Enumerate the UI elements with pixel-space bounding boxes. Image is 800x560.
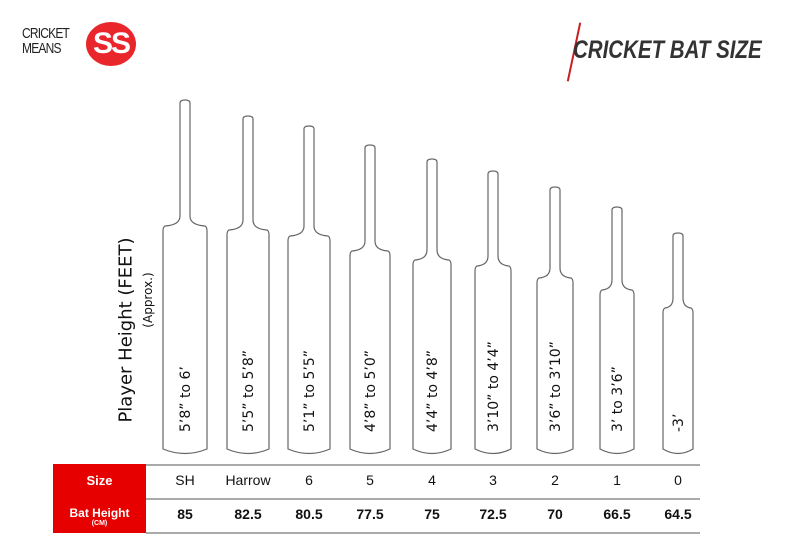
bat-outline: [349, 144, 391, 455]
size-row-label: Size: [86, 473, 113, 488]
size-cell: 2: [551, 472, 559, 488]
player-height-label: 5’8” to 6’: [178, 366, 194, 432]
size-cell: 3: [489, 472, 497, 488]
bat-size-3: 3’10” to 4’4”: [474, 170, 512, 455]
y-axis-note: (Approx.): [141, 272, 155, 328]
page-title: CRICKET BAT SIZE: [573, 36, 762, 64]
bat-outline: [474, 170, 512, 455]
bat-height-cell: 70: [547, 506, 563, 522]
bat-size-4: 4’4” to 4’8”: [412, 158, 452, 455]
bat-size-1: 3’ to 3’6”: [599, 206, 635, 455]
player-height-label: 5’5” to 5’8”: [241, 350, 257, 432]
bat-size-0: -3’: [662, 232, 694, 455]
bat-size-5: 4’8” to 5’0”: [349, 144, 391, 455]
player-height-label: 3’6” to 3’10”: [548, 341, 564, 432]
y-axis-label: Player Height (FEET): [115, 237, 137, 423]
bat-height-cell: 82.5: [234, 506, 262, 522]
bat-outline: [412, 158, 452, 455]
logo: CRICKET MEANS SS: [22, 20, 142, 72]
table-divider: [146, 498, 700, 500]
bat-outline: [599, 206, 635, 455]
height-unit-label: (CM): [91, 520, 108, 527]
bat-outline: [226, 115, 270, 455]
size-cell: SH: [175, 472, 195, 488]
size-cell: Harrow: [225, 472, 271, 488]
bat-height-cell: 66.5: [603, 506, 631, 522]
logo-line2: MEANS: [22, 40, 61, 57]
player-height-label: 3’10” to 4’4”: [486, 341, 502, 432]
bat-outline: [162, 99, 208, 455]
table-divider: [146, 464, 700, 466]
bat-height-cell: 80.5: [295, 506, 323, 522]
bat-outline: [662, 232, 694, 455]
height-row-label: Bat Height: [69, 506, 130, 520]
bat-height-cell: 72.5: [479, 506, 507, 522]
player-height-label: 4’8” to 5’0”: [363, 350, 379, 432]
table-divider: [146, 532, 700, 534]
bat-size-harrow: 5’5” to 5’8”: [226, 115, 270, 455]
bat-outline: [536, 186, 574, 455]
player-height-label: 5’1” to 5’5”: [302, 350, 318, 432]
player-height-label: 3’ to 3’6”: [610, 366, 626, 432]
size-cell: 4: [428, 472, 436, 488]
bat-size-6: 5’1” to 5’5”: [287, 125, 331, 455]
table-label-box: Size Bat Height (CM): [53, 464, 146, 533]
bat-height-cell: 77.5: [356, 506, 384, 522]
player-height-label: -3’: [671, 414, 687, 432]
size-cell: 1: [613, 472, 621, 488]
size-cell: 0: [674, 472, 682, 488]
logo-badge: SS: [86, 22, 136, 66]
bat-outline: [287, 125, 331, 455]
player-height-label: 4’4” to 4’8”: [425, 350, 441, 432]
bat-size-sh: 5’8” to 6’: [162, 99, 208, 455]
logo-text: CRICKET MEANS: [22, 25, 70, 57]
bat-height-cell: 85: [177, 506, 193, 522]
size-cell: 5: [366, 472, 374, 488]
logo-line1: CRICKET: [22, 25, 70, 42]
bat-height-cell: 64.5: [664, 506, 692, 522]
bat-size-2: 3’6” to 3’10”: [536, 186, 574, 455]
size-cell: 6: [305, 472, 313, 488]
bat-height-cell: 75: [424, 506, 440, 522]
